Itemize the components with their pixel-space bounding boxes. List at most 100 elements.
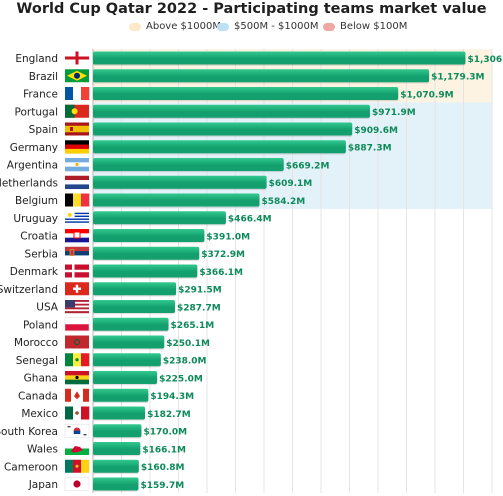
mexico-flag-icon xyxy=(65,406,90,420)
category-label-netherlands: Netherlands xyxy=(0,177,58,189)
bar-poland xyxy=(93,317,169,331)
bar-spain xyxy=(93,122,353,136)
cameroon-flag-icon xyxy=(65,459,90,473)
poland-flag-icon xyxy=(64,317,90,332)
belgium-flag-icon xyxy=(65,193,90,207)
legend-label-below-100m: Below $100M xyxy=(340,21,408,32)
legend: Above $1000M $500M - $1000M Below $100M xyxy=(0,21,503,37)
bar-senegal xyxy=(93,353,161,367)
category-label-japan: Japan xyxy=(28,479,58,491)
category-label-denmark: Denmark xyxy=(10,266,59,278)
legend-item-below-100m: Below $100M xyxy=(323,21,407,32)
legend-item-above-1000m: Above $1000M xyxy=(129,21,221,32)
bar-brazil xyxy=(93,69,430,83)
value-label-croatia: $391.0M xyxy=(206,232,250,242)
value-label-germany: $887.3M xyxy=(348,144,392,154)
bar-portugal xyxy=(93,104,370,118)
croatia-flag-icon xyxy=(65,229,89,243)
bar-england xyxy=(93,51,466,65)
category-label-portugal: Portugal xyxy=(15,106,59,118)
value-label-wales: $166.1M xyxy=(142,445,186,455)
value-label-netherlands: $609.1M xyxy=(269,179,313,189)
value-label-ghana: $225.0M xyxy=(159,374,203,384)
value-label-belgium: $584.2M xyxy=(261,197,305,207)
category-label-croatia: Croatia xyxy=(20,231,58,243)
category-label-france: France xyxy=(23,89,58,101)
category-label-uruguay: Uruguay xyxy=(13,213,58,225)
category-label-spain: Spain xyxy=(29,124,58,136)
south-korea-flag-icon xyxy=(64,424,90,438)
value-label-morocco: $250.1M xyxy=(166,339,210,349)
bar-canada xyxy=(93,388,149,402)
category-label-canada: Canada xyxy=(18,390,58,402)
value-label-japan: $159.7M xyxy=(141,481,185,491)
bar-argentina xyxy=(93,158,284,171)
england-flag-icon xyxy=(65,51,89,65)
brazil-flag-icon xyxy=(65,69,89,83)
bar-denmark xyxy=(93,264,198,278)
bar-croatia xyxy=(93,229,205,242)
bar-belgium xyxy=(93,193,260,207)
value-label-mexico: $182.7M xyxy=(147,410,191,420)
category-label-ghana: Ghana xyxy=(24,373,58,385)
value-label-poland: $265.1M xyxy=(171,321,215,331)
value-label-spain: $909.6M xyxy=(354,126,398,136)
value-label-france: $1,070.9M xyxy=(400,90,453,100)
value-label-switzerland: $291.5M xyxy=(178,286,222,296)
value-label-argentina: $669.2M xyxy=(286,161,330,171)
wales-flag-icon xyxy=(65,442,89,455)
category-label-belgium: Belgium xyxy=(15,195,58,207)
bar-serbia xyxy=(93,246,200,260)
denmark-flag-icon xyxy=(65,264,89,278)
chart-title: World Cup Qatar 2022 - Participating tea… xyxy=(16,1,487,17)
serbia-flag-icon xyxy=(65,246,89,261)
value-label-uruguay: $466.4M xyxy=(228,215,272,225)
senegal-flag-icon xyxy=(65,353,90,367)
value-label-serbia: $372.9M xyxy=(201,250,245,260)
category-label-wales: Wales xyxy=(27,444,58,456)
germany-flag-icon xyxy=(65,140,89,154)
category-label-senegal: Senegal xyxy=(16,355,58,367)
bar-uruguay xyxy=(93,211,226,225)
bar-ghana xyxy=(93,371,158,384)
category-label-germany: Germany xyxy=(10,142,58,154)
netherlands-flag-icon xyxy=(65,175,89,190)
category-label-england: England xyxy=(15,53,58,65)
category-label-argentina: Argentina xyxy=(7,160,58,172)
portugal-flag-icon xyxy=(65,104,89,118)
value-label-canada: $194.3M xyxy=(150,392,194,402)
value-label-brazil: $1,179.3M xyxy=(431,73,484,83)
bar-france xyxy=(93,87,399,100)
category-label-switzerland: Switzerland xyxy=(0,284,58,296)
category-label-brazil: Brazil xyxy=(29,71,58,83)
legend-swatch-above-1000m xyxy=(129,22,141,31)
bar-switzerland xyxy=(93,282,177,296)
category-label-mexico: Mexico xyxy=(21,408,58,420)
category-label-poland: Poland xyxy=(23,319,58,331)
value-label-usa: $287.7M xyxy=(177,303,221,313)
category-label-south-korea: South Korea xyxy=(0,426,58,438)
usa-flag-icon xyxy=(65,300,89,314)
bar-cameroon xyxy=(93,459,139,473)
spain-flag-icon xyxy=(65,122,89,136)
value-label-denmark: $366.1M xyxy=(199,268,243,278)
category-label-morocco: Morocco xyxy=(14,337,58,349)
legend-label-500m-1000m: $500M - $1000M xyxy=(234,21,319,32)
japan-flag-icon xyxy=(64,477,90,491)
uruguay-flag-icon xyxy=(65,211,89,225)
france-flag-icon xyxy=(65,87,90,100)
bar-japan xyxy=(93,477,139,491)
legend-label-above-1000m: Above $1000M xyxy=(146,21,221,32)
bar-wales xyxy=(93,442,141,455)
category-label-cameroon: Cameroon xyxy=(4,461,58,473)
value-label-senegal: $238.0M xyxy=(163,357,207,367)
category-label-usa: USA xyxy=(36,302,59,314)
legend-swatch-500m-1000m xyxy=(217,22,229,31)
category-label-serbia: Serbia xyxy=(25,248,58,260)
bar-germany xyxy=(93,140,346,154)
bar-usa xyxy=(93,300,175,313)
morocco-flag-icon xyxy=(65,335,89,349)
value-label-england: $1,306.9M xyxy=(467,55,503,65)
bar-morocco xyxy=(93,335,165,349)
